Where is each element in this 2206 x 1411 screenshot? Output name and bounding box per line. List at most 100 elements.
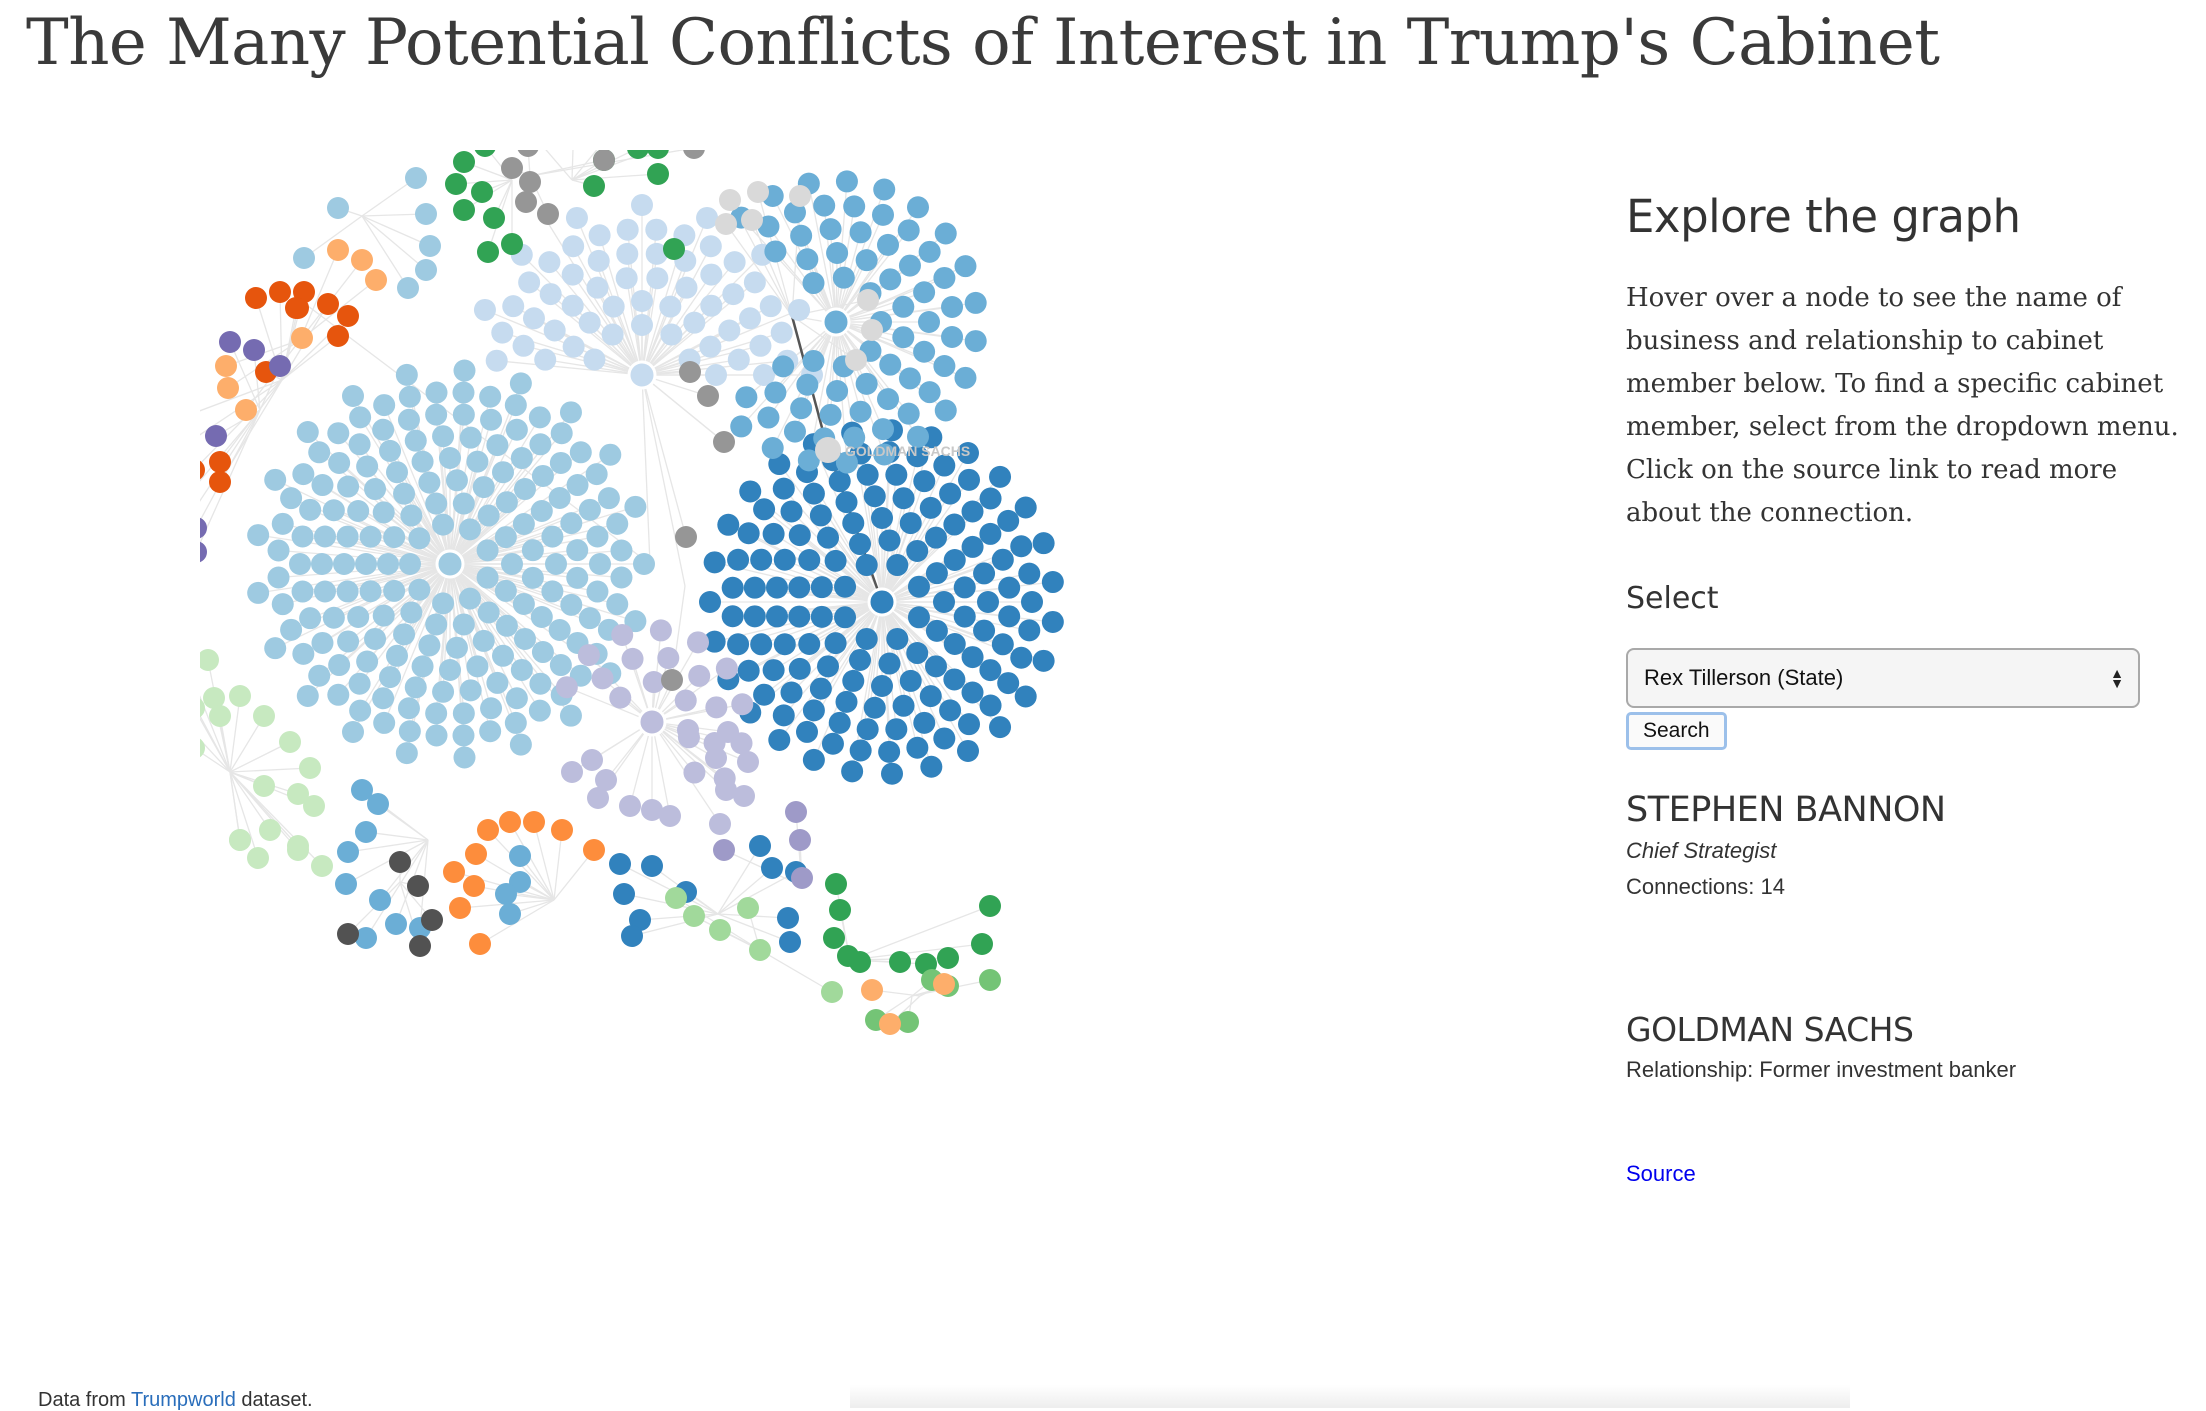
graph-node-lavender[interactable] xyxy=(622,648,644,670)
graph-node-big-light-blue[interactable] xyxy=(426,724,448,746)
graph-node-lavender[interactable] xyxy=(731,693,753,715)
graph-node-big-light-blue[interactable] xyxy=(432,514,454,536)
graph-node-big-dark-blue[interactable] xyxy=(803,483,825,505)
graph-node-big-dark-blue[interactable] xyxy=(780,682,802,704)
graph-node-green[interactable] xyxy=(453,151,475,173)
graph-node-big-light-blue[interactable] xyxy=(531,606,553,628)
graph-node-mid-blue[interactable] xyxy=(856,373,878,395)
graph-node-big-dark-blue[interactable] xyxy=(750,633,772,655)
graph-node-big-dark-blue[interactable] xyxy=(739,480,761,502)
graph-node-big-light-blue[interactable] xyxy=(586,581,608,603)
graph-node-big-light-blue[interactable] xyxy=(570,441,592,463)
graph-node-pale-blue[interactable] xyxy=(502,295,524,317)
graph-node-big-dark-blue[interactable] xyxy=(763,659,785,681)
graph-node-big-light-blue[interactable] xyxy=(314,581,336,603)
graph-node-mid-blue[interactable] xyxy=(872,204,894,226)
graph-node-lavender[interactable] xyxy=(737,751,759,773)
graph-node-big-dark-blue[interactable] xyxy=(1042,571,1064,593)
graph-node-mid-blue[interactable] xyxy=(933,267,955,289)
graph-node-big-dark-blue[interactable] xyxy=(738,660,760,682)
graph-node-big-dark-blue[interactable] xyxy=(886,554,908,576)
graph-node-grey[interactable] xyxy=(675,526,697,548)
graph-node-mid-blue[interactable] xyxy=(965,330,987,352)
graph-node-pale-blue[interactable] xyxy=(760,295,782,317)
graph-node-light-green[interactable] xyxy=(821,981,843,1003)
graph-node-big-light-blue[interactable] xyxy=(459,518,481,540)
graph-node-big-dark-blue[interactable] xyxy=(1018,619,1040,641)
graph-node-grey[interactable] xyxy=(407,875,429,897)
graph-node-big-dark-blue[interactable] xyxy=(980,695,1002,717)
graph-node-big-light-blue[interactable] xyxy=(531,500,553,522)
graph-node-green[interactable] xyxy=(583,175,605,197)
graph-node-big-dark-blue[interactable] xyxy=(906,540,928,562)
graph-node-big-dark-blue[interactable] xyxy=(717,514,739,536)
graph-node-big-dark-blue[interactable] xyxy=(939,483,961,505)
graph-node-big-dark-blue[interactable] xyxy=(913,470,935,492)
graph-node-big-dark-blue[interactable] xyxy=(900,512,922,534)
graph-node-big-light-blue[interactable] xyxy=(432,425,454,447)
graph-node-big-dark-blue[interactable] xyxy=(962,500,984,522)
graph-node-lavender[interactable] xyxy=(619,795,641,817)
graph-node-big-light-blue[interactable] xyxy=(393,623,415,645)
graph-node-mid-blue[interactable] xyxy=(749,835,771,857)
graph-node-big-dark-blue[interactable] xyxy=(810,678,832,700)
graph-node-big-light-blue[interactable] xyxy=(551,422,573,444)
graph-node-pale-blue[interactable] xyxy=(675,277,697,299)
graph-node-green[interactable] xyxy=(647,150,669,159)
graph-node-mid-blue[interactable] xyxy=(385,913,407,935)
graph-node-big-light-blue[interactable] xyxy=(349,673,371,695)
graph-node-big-light-blue[interactable] xyxy=(426,382,448,404)
graph-node-big-light-blue[interactable] xyxy=(386,645,408,667)
graph-node-pale-blue[interactable] xyxy=(696,207,718,229)
graph-node-pale-blue[interactable] xyxy=(718,320,740,342)
graph-node-big-light-blue[interactable] xyxy=(400,601,422,623)
graph-node-lavender[interactable] xyxy=(688,665,710,687)
graph-node-big-dark-blue[interactable] xyxy=(871,675,893,697)
graph-node-pale-blue[interactable] xyxy=(566,207,588,229)
graph-node-big-dark-blue[interactable] xyxy=(849,533,871,555)
graph-node-mid-blue[interactable] xyxy=(813,195,835,217)
graph-node-mid-blue[interactable] xyxy=(856,249,878,271)
graph-node-light-orange[interactable] xyxy=(235,399,257,421)
graph-node-mid-blue[interactable] xyxy=(327,197,349,219)
graph-node-big-light-blue[interactable] xyxy=(292,581,314,603)
graph-node-mid-blue[interactable] xyxy=(913,281,935,303)
graph-node-big-dark-blue[interactable] xyxy=(811,606,833,628)
graph-node-mid-blue[interactable] xyxy=(803,272,825,294)
graph-node-big-dark-blue[interactable] xyxy=(722,605,744,627)
graph-node-big-light-blue[interactable] xyxy=(453,493,475,515)
graph-node-lavender[interactable] xyxy=(709,813,731,835)
graph-node-big-dark-blue[interactable] xyxy=(857,718,879,740)
graph-node-big-light-blue[interactable] xyxy=(308,441,330,463)
graph-node-big-dark-blue[interactable] xyxy=(722,577,744,599)
graph-node-big-dark-blue[interactable] xyxy=(825,550,847,572)
graph-node-big-light-blue[interactable] xyxy=(342,721,364,743)
graph-node-mid-blue[interactable] xyxy=(898,403,920,425)
graph-node-orange[interactable] xyxy=(245,287,267,309)
graph-node-green[interactable] xyxy=(663,238,685,260)
graph-node-big-light-blue[interactable] xyxy=(532,641,554,663)
graph-node-grey[interactable] xyxy=(741,209,763,231)
graph-node-big-dark-blue[interactable] xyxy=(766,577,788,599)
graph-node-light-orange[interactable] xyxy=(291,327,313,349)
graph-node-grey[interactable] xyxy=(683,150,705,159)
graph-node-green[interactable] xyxy=(937,947,959,969)
graph-node-big-dark-blue[interactable] xyxy=(768,729,790,751)
graph-node-green[interactable] xyxy=(979,969,1001,991)
graph-node-big-light-blue[interactable] xyxy=(268,566,290,588)
graph-node-light-orange[interactable] xyxy=(477,819,499,841)
graph-node-big-dark-blue[interactable] xyxy=(789,524,811,546)
graph-node-big-dark-blue[interactable] xyxy=(817,527,839,549)
graph-node-lavender[interactable] xyxy=(581,749,603,771)
graph-node-green[interactable] xyxy=(825,873,847,895)
graph-node-light-orange[interactable] xyxy=(583,839,605,861)
graph-node-orange[interactable] xyxy=(269,281,291,303)
graph-node-big-light-blue[interactable] xyxy=(567,474,589,496)
graph-node-light-green[interactable] xyxy=(737,897,759,919)
graph-node-green[interactable] xyxy=(445,173,467,195)
graph-node-light-orange[interactable] xyxy=(327,239,349,261)
network-graph-canvas[interactable]: GOLDMAN SACHS xyxy=(200,150,1520,1350)
graph-node-big-dark-blue[interactable] xyxy=(750,549,772,571)
graph-node-mid-blue[interactable] xyxy=(415,259,437,281)
graph-node-big-dark-blue[interactable] xyxy=(885,718,907,740)
